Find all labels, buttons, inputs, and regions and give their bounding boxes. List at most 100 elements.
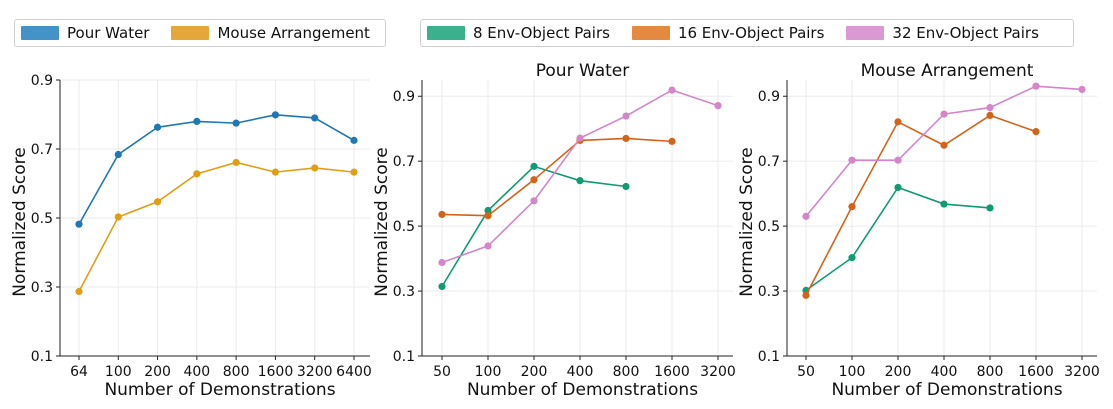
legend-item-16-pairs: 16 Env-Object Pairs [631, 24, 824, 42]
data-point-16-env-object-pairs [894, 118, 902, 126]
x-tick-label: 1600 [654, 364, 690, 380]
x-tick-label: 6400 [336, 364, 372, 380]
data-point-mouse-arrangement [311, 164, 319, 172]
data-point-32-env-object-pairs [484, 242, 492, 250]
x-tick-label: 50 [433, 364, 451, 380]
y-tick-label: 0.7 [758, 154, 780, 170]
data-point-pour-water [350, 136, 358, 144]
legend-swatch [631, 26, 670, 40]
data-point-16-env-object-pairs [986, 111, 994, 119]
data-point-16-env-object-pairs [1032, 128, 1040, 136]
data-point-mouse-arrangement [75, 287, 83, 296]
data-point-8-env-object-pairs [484, 206, 492, 215]
y-tick-label: 0.3 [393, 284, 415, 300]
data-point-16-env-object-pairs [438, 210, 446, 219]
data-point-pour-water [114, 150, 122, 159]
x-tick-label: 200 [885, 364, 912, 380]
data-point-32-env-object-pairs [714, 102, 722, 110]
legend-label: Mouse Arrangement [217, 24, 370, 42]
y-axis-label: Normalized Score [737, 147, 757, 296]
y-tick-label: 0.5 [758, 219, 780, 235]
data-point-mouse-arrangement [271, 168, 280, 176]
y-tick-label: 0.3 [31, 280, 53, 296]
y-axis-label: Normalized Score [372, 147, 392, 296]
legend-env-object-pairs: 8 Env-Object Pairs 16 Env-Object Pairs 3… [420, 19, 1074, 47]
x-tick-label: 400 [931, 364, 958, 380]
legend-label: 32 Env-Object Pairs [892, 24, 1039, 42]
y-tick-label: 0.1 [31, 349, 53, 365]
data-point-32-env-object-pairs [622, 112, 630, 120]
x-tick-label: 3200 [1064, 364, 1100, 380]
y-tick-label: 0.5 [31, 211, 53, 227]
y-tick-label: 0.9 [393, 89, 415, 105]
data-point-32-env-object-pairs [894, 156, 902, 164]
y-tick-label: 0.9 [758, 89, 780, 105]
data-point-8-env-object-pairs [848, 254, 856, 262]
y-tick-label: 0.3 [758, 284, 780, 300]
x-tick-label: 200 [144, 364, 171, 380]
chart-panel-3: 0.1 0.3 0.5 0.7 0.9 50 100 200 400 800 1600 3200Num… [737, 61, 1100, 400]
data-point-mouse-arrangement [153, 198, 162, 206]
data-point-16-env-object-pairs [622, 134, 630, 143]
x-tick-label: 50 [797, 364, 815, 380]
data-point-pour-water [193, 117, 201, 125]
data-point-pour-water [311, 114, 319, 122]
data-point-16-env-object-pairs [940, 141, 948, 149]
legend-item-pour-water: Pour Water [21, 24, 149, 42]
legend-label: Pour Water [67, 24, 150, 42]
x-tick-label: 3200 [700, 364, 736, 380]
x-tick-label: 3200 [297, 364, 333, 380]
y-axis-label: Normalized Score [10, 147, 30, 296]
data-point-pour-water [271, 111, 280, 119]
series-line-mouse-arrangement [78, 161, 355, 292]
x-tick-label: 400 [183, 364, 210, 380]
data-point-16-env-object-pairs [484, 212, 492, 220]
y-tick-label: 0.7 [393, 154, 415, 170]
data-point-16-env-object-pairs [802, 291, 810, 299]
y-tick-label: 0.5 [393, 219, 415, 235]
x-tick-label: 100 [105, 364, 132, 380]
data-point-32-env-object-pairs [1032, 82, 1040, 90]
data-point-8-env-object-pairs [622, 182, 630, 191]
series-line-16-env-object-pairs [441, 137, 673, 217]
legend-item-mouse-arrangement: Mouse Arrangement [171, 24, 370, 42]
data-point-pour-water [232, 119, 240, 127]
data-point-mouse-arrangement [193, 170, 201, 178]
legend-swatch [846, 26, 885, 40]
y-tick-label: 0.7 [31, 142, 53, 158]
data-point-16-env-object-pairs [848, 203, 856, 211]
y-tick-label: 0.1 [393, 349, 415, 365]
legend-label: 8 Env-Object Pairs [473, 24, 610, 42]
data-point-32-env-object-pairs [940, 110, 948, 118]
data-point-32-env-object-pairs [530, 197, 538, 205]
x-tick-label: 200 [521, 364, 548, 380]
legend-datasets: Pour Water Mouse Arrangement [14, 19, 386, 47]
data-point-16-env-object-pairs [668, 137, 676, 145]
data-point-pour-water [75, 220, 83, 228]
x-tick-label: 1600 [258, 364, 294, 380]
y-tick-label: 0.1 [758, 349, 780, 365]
data-point-32-env-object-pairs [576, 134, 584, 142]
x-axis-label: Number of Demonstrations [104, 380, 335, 400]
series-line-16-env-object-pairs [805, 114, 1037, 296]
x-tick-label: 64 [70, 364, 88, 380]
legend-swatch [427, 26, 465, 40]
data-point-mouse-arrangement [350, 168, 358, 176]
series-line-pour-water [78, 114, 355, 225]
legend-swatch [171, 26, 210, 40]
data-point-8-env-object-pairs [438, 282, 446, 291]
x-tick-label: 800 [977, 364, 1004, 380]
legend-item-32-pairs: 32 Env-Object Pairs [846, 24, 1039, 42]
data-point-16-env-object-pairs [530, 176, 538, 184]
data-point-32-env-object-pairs [1078, 85, 1086, 94]
data-point-8-env-object-pairs [530, 162, 538, 170]
data-point-32-env-object-pairs [438, 258, 446, 267]
data-point-32-env-object-pairs [986, 104, 994, 112]
data-point-mouse-arrangement [114, 213, 122, 221]
data-point-8-env-object-pairs [940, 200, 948, 208]
x-tick-label: 800 [223, 364, 250, 380]
x-tick-label: 100 [475, 364, 502, 380]
x-tick-label: 800 [613, 364, 640, 380]
x-tick-label: 1600 [1018, 364, 1054, 380]
